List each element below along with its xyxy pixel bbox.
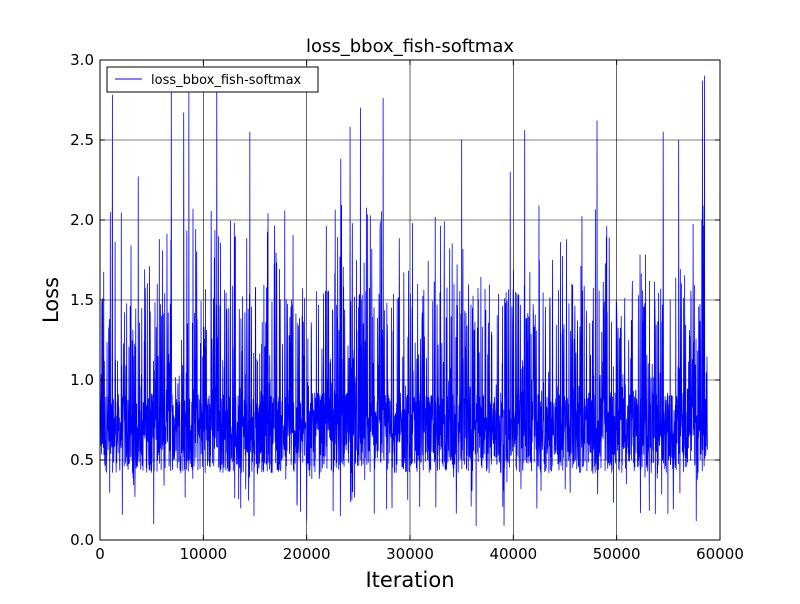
chart-title: loss_bbox_fish-softmax bbox=[306, 36, 514, 57]
y-tick-label: 2.5 bbox=[70, 131, 94, 149]
x-tick-label: 10000 bbox=[179, 545, 227, 563]
y-tick-label: 1.5 bbox=[70, 291, 94, 309]
x-tick-label: 60000 bbox=[696, 545, 744, 563]
y-tick-label: 0.0 bbox=[70, 531, 94, 549]
series-layer bbox=[99, 75, 708, 526]
legend: loss_bbox_fish-softmax bbox=[106, 66, 319, 93]
y-tick-label: 1.0 bbox=[70, 371, 94, 389]
legend-box bbox=[106, 66, 319, 93]
tick-layer: 0 10000 20000 30000 40000 50000 60000 0.0 0.5 1.0… bbox=[70, 51, 744, 563]
y-tick-label: 3.0 bbox=[70, 51, 94, 69]
x-tick-label: 0 bbox=[95, 545, 105, 563]
legend-entry-label: loss_bbox_fish-softmax bbox=[151, 73, 302, 88]
series-line-loss-bbox-fish-softmax bbox=[99, 75, 708, 526]
y-axis-label: Loss bbox=[39, 277, 63, 323]
x-tick-label: 20000 bbox=[283, 545, 331, 563]
x-tick-label: 50000 bbox=[593, 545, 641, 563]
x-tick-label: 30000 bbox=[386, 545, 434, 563]
x-tick-label: 40000 bbox=[489, 545, 537, 563]
x-axis-label: Iteration bbox=[365, 568, 454, 592]
y-tick-label: 2.0 bbox=[70, 211, 94, 229]
y-tick-label: 0.5 bbox=[70, 451, 94, 469]
